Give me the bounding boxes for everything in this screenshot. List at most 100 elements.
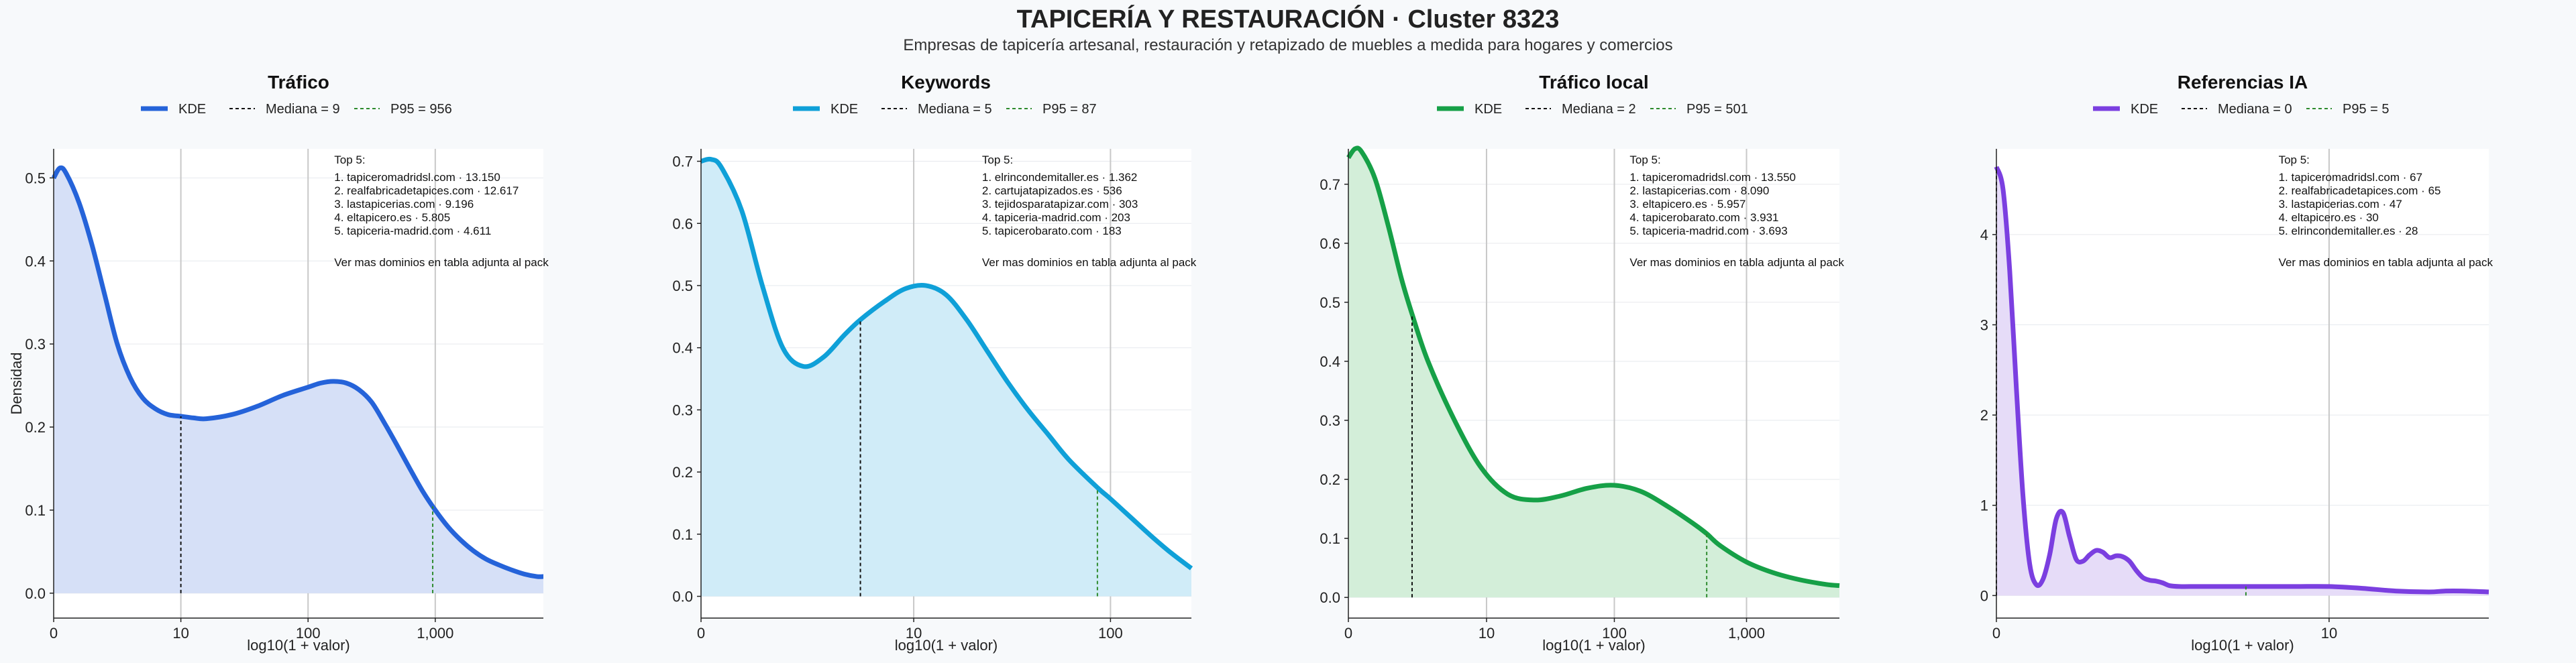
y-tick-label: 0.7 [1320, 176, 1340, 193]
y-tick-label: 0.4 [25, 253, 46, 269]
x-axis-label: log10(1 + valor) [1542, 637, 1645, 654]
legend-label: KDE [830, 102, 858, 117]
top5-line: 3. lastapicerias.com · 9.196 [334, 198, 474, 210]
y-tick-label: 0.2 [1320, 471, 1340, 488]
kde-line [51, 165, 544, 579]
top5-line: 1. tapiceromadridsl.com · 67 [2279, 171, 2422, 184]
page-subtitle: Empresas de tapicería artesanal, restaur… [903, 36, 1673, 54]
top5-line: 5. elrincondemitaller.es · 28 [2279, 225, 2418, 237]
kde-line [700, 156, 1193, 570]
top5-line: Top 5: [982, 154, 1013, 166]
y-tick-label: 0.1 [1320, 530, 1340, 547]
x-tick-label: 1,000 [417, 625, 453, 642]
y-tick-label: 0.1 [672, 526, 693, 543]
top5-note: Ver mas dominios en tabla adjunta al pac… [2279, 256, 2493, 269]
top5-line: 5. tapiceria-madrid.com · 4.611 [334, 225, 491, 237]
y-tick-label: 0.6 [1320, 235, 1340, 252]
legend-label: KDE [178, 102, 206, 117]
legend: KDE Mediana = 0 P95 = 5 [2093, 102, 2390, 117]
legend-label: Mediana = 9 [266, 102, 340, 117]
top5-line: 3. eltapicero.es · 5.957 [1629, 198, 1746, 210]
panel-title: Tráfico [268, 72, 329, 93]
x-tick-label: 10 [1479, 625, 1495, 642]
top5-note: Ver mas dominios en tabla adjunta al pac… [334, 256, 549, 269]
chart-panel: 0.0 0.1 0.2 0.3 0.4 0.5 0.6 0.7 0 10 100 log10(1 + … [672, 72, 1196, 654]
top5-line: 4. tapiceria-madrid.com · 203 [982, 211, 1130, 224]
y-tick-label: 0.2 [672, 464, 693, 481]
y-tick-label: 0.0 [1320, 589, 1340, 606]
kde-line [1346, 145, 1840, 589]
top5-line: 5. tapicerobarato.com · 183 [982, 225, 1122, 237]
top5-note: Ver mas dominios en tabla adjunta al pac… [982, 256, 1197, 269]
top5-line: Top 5: [334, 154, 365, 166]
x-tick-label: 10 [172, 625, 189, 642]
kde-line [1994, 166, 2489, 595]
y-tick-label: 2 [1980, 407, 1988, 424]
legend-label: P95 = 956 [390, 102, 452, 117]
top5-line: 3. tejidosparatapizar.com · 303 [982, 198, 1138, 210]
y-tick-label: 0.1 [25, 502, 46, 519]
legend: KDE Mediana = 2 P95 = 501 [1437, 102, 1748, 117]
top5-note: Ver mas dominios en tabla adjunta al pac… [1629, 256, 1844, 269]
x-tick-label: 100 [296, 625, 321, 642]
top5-line: 1. tapiceromadridsl.com · 13.550 [1629, 171, 1796, 184]
top5-annotation: Top 5: 1. tapiceromadridsl.com · 672. rea… [2279, 154, 2493, 269]
top5-line: 3. lastapicerias.com · 47 [2279, 198, 2402, 210]
chart-panel: 0 1 2 3 4 0 10 log10(1 + valor) Referencias IA KD… [1980, 72, 2493, 654]
legend: KDE Mediana = 5 P95 = 87 [793, 102, 1097, 117]
chart-panel: 0.0 0.1 0.2 0.3 0.4 0.5 0.6 0.7 0 10 100 1,000 log10… [1320, 72, 1844, 654]
x-tick-label: 0 [50, 625, 58, 642]
x-tick-label: 100 [1602, 625, 1627, 642]
y-tick-label: 0.2 [25, 419, 46, 436]
legend-label: P95 = 5 [2343, 102, 2390, 117]
x-tick-label: 10 [906, 625, 922, 642]
plot-area [1996, 149, 2489, 618]
top5-line: Top 5: [1629, 154, 1660, 166]
kde-area [1348, 147, 1839, 598]
top5-line: 2. realfabricadetapices.com · 65 [2279, 184, 2441, 197]
x-tick-label: 10 [2321, 625, 2337, 642]
legend-label: Mediana = 2 [1562, 102, 1636, 117]
legend-label: P95 = 87 [1042, 102, 1097, 117]
top5-line: 4. eltapicero.es · 5.805 [334, 211, 450, 224]
top5-line: 5. tapiceria-madrid.com · 3.693 [1629, 225, 1787, 237]
x-axis-label: log10(1 + valor) [2191, 637, 2294, 654]
legend-label: Mediana = 0 [2218, 102, 2292, 117]
x-tick-label: 0 [1344, 625, 1352, 642]
panel-title: Keywords [901, 72, 991, 93]
top5-annotation: Top 5: 1. elrincondemitaller.es · 1.3622.… [982, 154, 1197, 269]
x-tick-label: 0 [1992, 625, 2000, 642]
x-tick-label: 1,000 [1728, 625, 1765, 642]
top5-line: 1. tapiceromadridsl.com · 13.150 [334, 171, 500, 184]
top5-annotation: Top 5: 1. tapiceromadridsl.com · 13.5502.… [1629, 154, 1844, 269]
x-tick-label: 0 [697, 625, 705, 642]
panel-title: Referencias IA [2178, 72, 2308, 93]
y-tick-label: 0.5 [672, 278, 693, 294]
y-tick-label: 0.3 [1320, 412, 1340, 429]
y-tick-label: 3 [1980, 317, 1988, 334]
legend: KDE Mediana = 9 P95 = 956 [141, 102, 452, 117]
y-tick-label: 0.0 [25, 585, 46, 602]
y-tick-label: 0.7 [672, 154, 693, 170]
y-tick-label: 4 [1980, 227, 1988, 243]
y-tick-label: 0.3 [672, 402, 693, 418]
x-axis-label: log10(1 + valor) [895, 637, 998, 654]
y-tick-label: 0.4 [672, 340, 693, 357]
legend-label: Mediana = 5 [918, 102, 992, 117]
legend-label: P95 = 501 [1686, 102, 1748, 117]
y-tick-label: 0.5 [1320, 294, 1340, 311]
y-tick-label: 0.5 [25, 170, 46, 186]
legend-label: KDE [2131, 102, 2158, 117]
top5-line: 4. eltapicero.es · 30 [2279, 211, 2379, 224]
top5-line: 2. realfabricadetapices.com · 12.617 [334, 184, 519, 197]
kde-area [701, 159, 1191, 597]
top5-line: 2. lastapicerias.com · 8.090 [1629, 184, 1769, 197]
top5-line: 1. elrincondemitaller.es · 1.362 [982, 171, 1138, 184]
top5-line: 2. cartujatapizados.es · 536 [982, 184, 1122, 197]
y-axis-label: Densidad [8, 353, 25, 415]
panel-title: Tráfico local [1539, 72, 1648, 93]
page-title: TAPICERÍA Y RESTAURACIÓN · Cluster 8323 [1016, 5, 1560, 34]
y-tick-label: 0.0 [672, 589, 693, 605]
